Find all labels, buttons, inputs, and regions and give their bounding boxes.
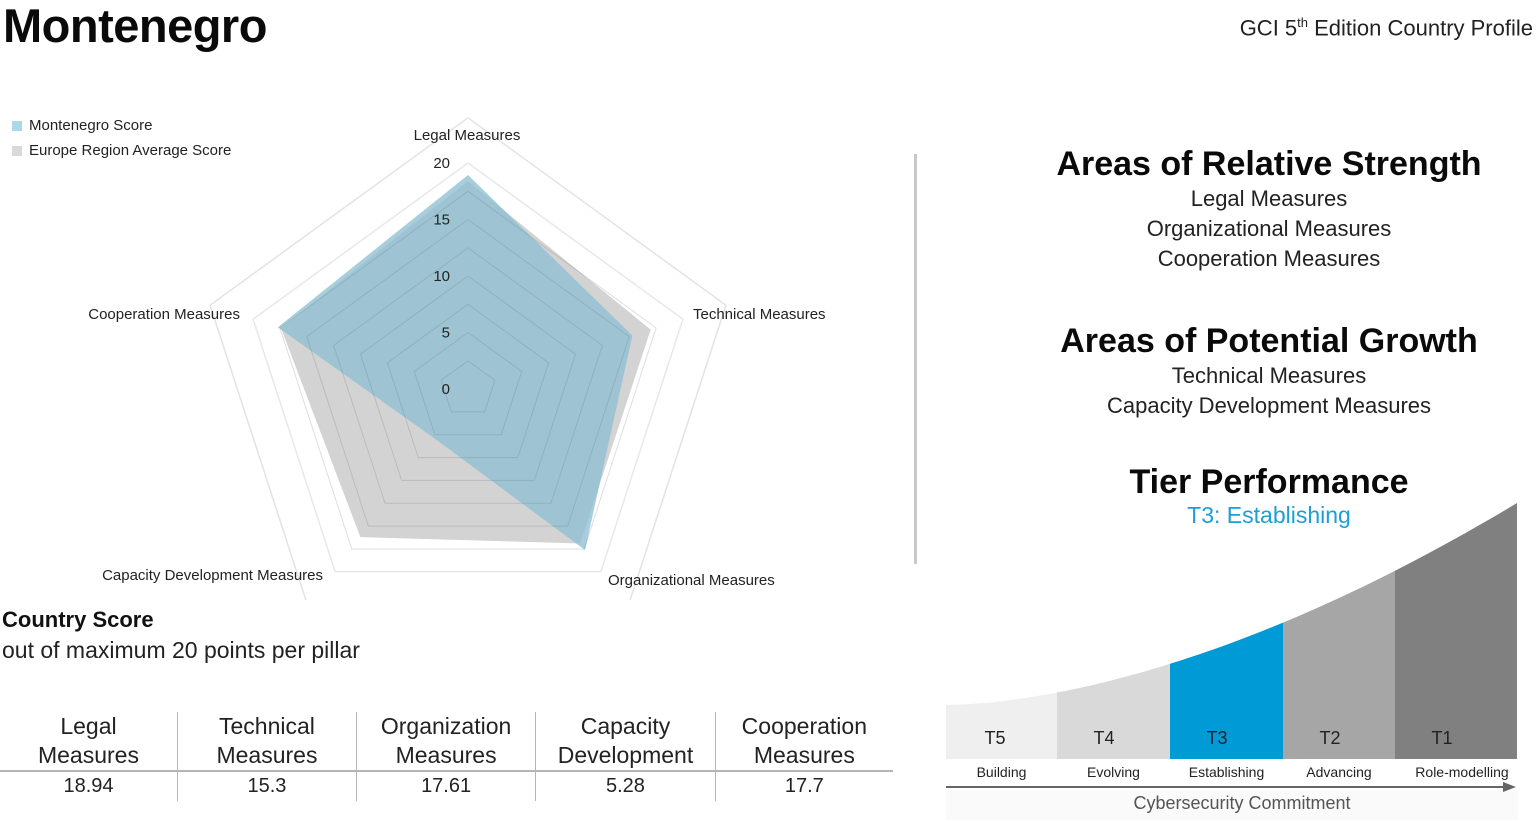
country-score-title: Country Score <box>2 607 154 632</box>
radar-axis-label: Cooperation Measures <box>88 306 240 323</box>
radar-grid <box>279 190 657 550</box>
radar-tick-label: 10 <box>433 268 450 285</box>
growth-item: Technical Measures <box>1171 363 1367 388</box>
growth-section: Areas of Potential Growth Technical Meas… <box>1029 322 1509 421</box>
radar-grid-ring <box>306 218 630 527</box>
growth-item: Capacity Development Measures <box>1106 393 1432 418</box>
score-value-capacity: 5.28 <box>535 771 716 801</box>
tier-column-t4 <box>1057 663 1170 759</box>
legend-item-country: Montenegro Score <box>12 117 152 134</box>
score-header-technical: Technical Measures <box>176 712 357 772</box>
tier-code: T1 <box>1431 728 1452 748</box>
header-line: Technical <box>219 713 315 739</box>
strength-item: Legal Measures <box>1190 186 1348 211</box>
legend-item-europe: Europe Region Average Score <box>12 142 231 159</box>
header-line: Organization <box>380 713 512 739</box>
radar-grid-ring <box>386 303 550 459</box>
radar-axis-label: Organizational Measures <box>608 572 775 589</box>
edition-sup: th <box>1297 15 1308 30</box>
radar-tick-label: 0 <box>442 381 450 398</box>
radar-chart: 0 5 10 15 20 Legal Measures Technical Measure… <box>88 116 826 600</box>
tier-section: Tier Performance T3: Establishing <box>1029 463 1509 529</box>
radar-tick-labels: 0 5 10 15 20 <box>433 155 450 398</box>
tier-name: Role-modelling <box>1415 764 1508 780</box>
tier-name: Building <box>977 764 1027 780</box>
tier-column-t3 <box>1170 622 1283 759</box>
score-table-header: Legal Measures Technical Measures Organiza… <box>0 712 893 772</box>
score-table: Legal Measures Technical Measures Organiza… <box>0 712 893 801</box>
legend-label-country: Montenegro Score <box>29 117 153 134</box>
radar-grid-ring <box>413 331 523 436</box>
strength-title: Areas of Relative Strength <box>1056 145 1482 183</box>
radar-tick-label: 5 <box>442 325 450 342</box>
tier-current: T3: Establishing <box>1187 502 1351 528</box>
legend-label-europe: Europe Region Average Score <box>29 142 232 159</box>
score-header-cooperation: Cooperation Measures <box>714 712 893 772</box>
strength-item: Organizational Measures <box>1146 216 1392 241</box>
score-header-capacity: Capacity Development <box>535 712 716 772</box>
radar-axis-label: Capacity Development Measures <box>102 567 323 584</box>
radar-series-layer <box>277 175 651 550</box>
header-line: Legal <box>60 713 117 739</box>
score-header-organization: Organization Measures <box>355 712 536 772</box>
edition-suffix: Edition Country Profile <box>1308 15 1533 41</box>
tier-code: T4 <box>1093 728 1114 748</box>
vertical-divider <box>914 154 917 564</box>
score-header-legal: Legal Measures <box>0 712 178 772</box>
score-table-row: 18.94 15.3 17.61 5.28 17.7 <box>0 771 893 801</box>
radar-axis-labels: Legal Measures Technical Measures Organiza… <box>88 127 825 589</box>
tier-code: T2 <box>1319 728 1340 748</box>
commitment-label: Cybersecurity Commitment <box>1133 793 1350 813</box>
tier-column-t1 <box>1395 503 1517 759</box>
header-line: Measures <box>37 742 139 768</box>
tier-graphic: T5 Building T4 Evolving T3 Establishing T2 Adva… <box>946 503 1518 820</box>
radar-axis-label: Technical Measures <box>693 306 826 323</box>
country-title: Montenegro <box>3 0 267 52</box>
tier-column-t5 <box>946 692 1057 759</box>
header-line: Measures <box>753 742 855 768</box>
legend-swatch-country <box>12 120 22 131</box>
tier-title: Tier Performance <box>1129 463 1409 501</box>
tier-name: Establishing <box>1189 764 1265 780</box>
radar-grid-ring <box>359 275 577 481</box>
radar-grid-ring <box>279 190 657 550</box>
tier-column-t2 <box>1283 570 1395 759</box>
radar-tick-label: 20 <box>433 155 450 172</box>
radar-grid-ring <box>440 360 496 413</box>
header-line: Measures <box>395 742 497 768</box>
header-line: Development <box>557 742 694 768</box>
tier-name: Advancing <box>1306 764 1371 780</box>
tier-code: T5 <box>984 728 1005 748</box>
edition-label: GCI 5th Edition Country Profile <box>1240 15 1533 41</box>
legend-swatch-europe <box>12 145 22 156</box>
edition-prefix: GCI 5 <box>1239 15 1298 41</box>
radar-tick-label: 15 <box>433 212 450 229</box>
radar-grid-ring <box>333 247 603 504</box>
score-value-legal: 18.94 <box>63 775 114 797</box>
score-value-cooperation: 17.7 <box>714 771 893 801</box>
score-value-organization: 17.61 <box>355 771 536 801</box>
tier-columns: T5 Building T4 Evolving T3 Establishing T2 Adva… <box>946 503 1517 780</box>
radar-axis-label: Legal Measures <box>414 127 521 144</box>
header-line: Measures <box>216 742 318 768</box>
country-score-subtitle: out of maximum 20 points per pillar <box>2 637 360 663</box>
tier-axis-background <box>946 790 1518 820</box>
radar-outer-ring <box>209 116 727 600</box>
growth-title: Areas of Potential Growth <box>1060 322 1478 360</box>
strength-item: Cooperation Measures <box>1157 246 1381 271</box>
tier-code: T3 <box>1206 728 1227 748</box>
radar-series-country <box>277 175 633 550</box>
tier-name: Evolving <box>1087 764 1140 780</box>
score-value-technical: 15.3 <box>176 771 357 801</box>
arrow-right-icon <box>1503 782 1516 792</box>
header-line: Capacity <box>580 713 671 739</box>
header-line: Cooperation <box>741 713 867 739</box>
strength-section: Areas of Relative Strength Legal Measure… <box>1029 145 1509 274</box>
